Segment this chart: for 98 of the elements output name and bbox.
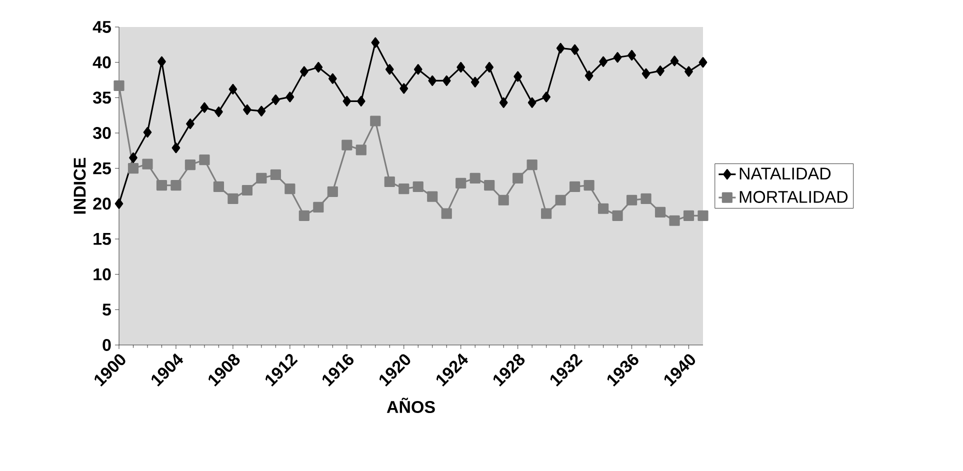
- point: [626, 194, 638, 206]
- point: [186, 118, 194, 130]
- point: [342, 140, 352, 150]
- point: [654, 206, 666, 218]
- point: [313, 202, 324, 212]
- point: [683, 210, 694, 221]
- point: [243, 104, 252, 115]
- point: [256, 172, 267, 184]
- point: [542, 92, 550, 102]
- point: [214, 106, 223, 118]
- point: [642, 68, 650, 79]
- point: [272, 94, 280, 106]
- x-axis-title: AÑOS: [386, 398, 435, 414]
- point: [428, 75, 437, 86]
- point: [628, 50, 636, 61]
- y-tick-label: 10: [94, 268, 111, 280]
- point: [442, 75, 451, 86]
- point: [284, 184, 296, 194]
- point: [570, 44, 579, 55]
- point: [142, 158, 153, 170]
- point: [242, 184, 252, 196]
- point: [328, 73, 337, 84]
- point: [599, 56, 608, 67]
- point: [698, 57, 708, 68]
- point: [170, 180, 182, 191]
- y-tick-label: 45: [92, 21, 112, 33]
- point: [156, 180, 168, 191]
- point: [584, 70, 594, 82]
- point: [270, 169, 281, 180]
- point: [114, 198, 124, 209]
- point: [670, 56, 679, 66]
- point: [228, 193, 238, 204]
- point: [200, 102, 209, 113]
- point: [128, 163, 139, 174]
- point: [485, 62, 494, 73]
- point: [470, 76, 480, 88]
- point: [526, 160, 538, 170]
- point: [698, 210, 708, 221]
- y-tick-label: 15: [94, 233, 112, 245]
- point: [300, 66, 308, 77]
- point: [541, 208, 552, 219]
- point: [158, 56, 166, 67]
- point: [427, 191, 438, 202]
- y-axis-title: INDICE: [74, 158, 86, 214]
- point: [612, 210, 623, 221]
- point: [398, 184, 410, 194]
- point: [555, 194, 566, 206]
- point: [613, 52, 622, 63]
- point: [172, 142, 180, 154]
- point: [199, 154, 210, 166]
- point: [598, 203, 609, 214]
- point: [414, 64, 422, 75]
- point: [484, 180, 495, 191]
- y-tick-label: 0: [102, 338, 111, 352]
- point: [640, 193, 652, 204]
- point: [228, 84, 238, 94]
- y-tick-label: 20: [93, 198, 111, 210]
- point: [257, 106, 266, 116]
- point: [441, 208, 452, 219]
- point: [356, 96, 366, 106]
- point: [184, 160, 196, 170]
- legend-label: MORTALIDAD: [740, 190, 848, 203]
- point: [456, 62, 466, 73]
- point: [143, 126, 152, 138]
- point: [371, 37, 380, 48]
- y-tick-label: 5: [102, 304, 112, 316]
- y-tick-label: 40: [92, 56, 111, 68]
- point: [499, 97, 508, 108]
- point: [286, 92, 294, 102]
- point: [684, 66, 693, 77]
- legend-label: NATALIDAD: [740, 168, 831, 180]
- point: [669, 215, 680, 226]
- point: [342, 96, 352, 106]
- point: [512, 172, 524, 184]
- point: [456, 178, 466, 188]
- y-tick-label: 25: [93, 162, 112, 174]
- point: [570, 181, 580, 192]
- y-tick-label: 30: [92, 126, 111, 140]
- point: [556, 42, 565, 54]
- point: [498, 194, 509, 206]
- point: [314, 62, 323, 73]
- point: [385, 64, 394, 75]
- point: [656, 66, 664, 76]
- point: [213, 181, 224, 192]
- y-tick-label: 35: [92, 92, 112, 104]
- point: [384, 176, 395, 188]
- point: [470, 172, 480, 184]
- point: [370, 116, 381, 126]
- point: [514, 71, 522, 82]
- point: [528, 97, 536, 108]
- point: [114, 80, 124, 91]
- point: [298, 210, 310, 221]
- point: [400, 83, 408, 94]
- point: [584, 180, 594, 191]
- point: [356, 144, 366, 156]
- point: [412, 181, 424, 192]
- point: [327, 186, 338, 197]
- point: [129, 152, 138, 164]
